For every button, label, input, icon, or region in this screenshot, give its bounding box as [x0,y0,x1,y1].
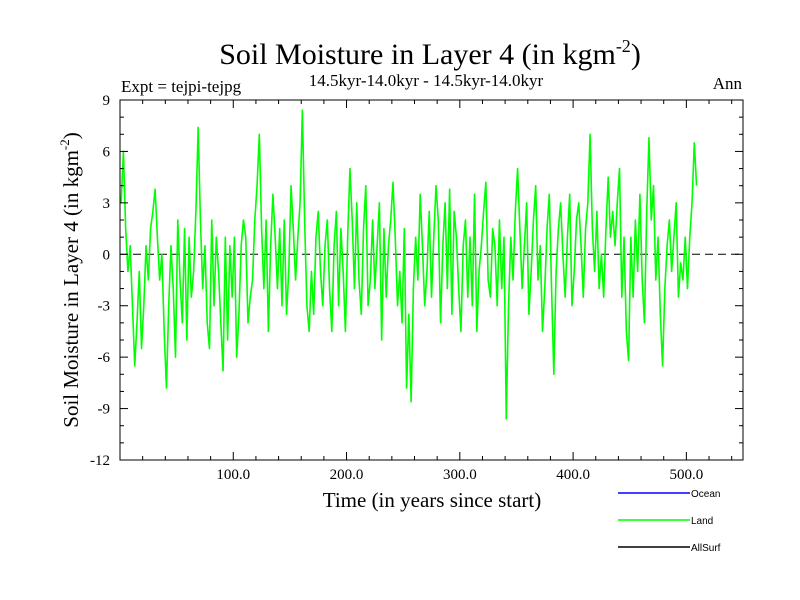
legend-label-allsurf: AllSurf [691,543,721,554]
y-axis-label: Soil Moisture in Layer 4 (in kgm-2) [57,132,83,427]
y-tick-label: 6 [103,144,111,160]
series-line-land [120,109,698,420]
x-tick-label: 400.0 [556,467,590,483]
y-tick-label: -9 [98,402,111,418]
x-tick-label: 100.0 [216,467,250,483]
y-tick-label: 0 [103,247,111,263]
y-axis-label-close: ) [59,132,83,139]
y-axis-label-sup: -2 [57,139,72,150]
y-tick-label: -12 [90,453,110,469]
y-tick-label: -3 [98,299,111,315]
legend-label-ocean: Ocean [691,489,720,500]
subtitle: 14.5kyr-14.0kyr - 14.5kyr-14.0kyr [309,71,544,90]
period-label: Ann [713,74,743,93]
chart-title-main: Soil Moisture in Layer 4 (in kgm [219,38,616,71]
y-axis-label-main: Soil Moisture in Layer 4 (in kgm [59,150,83,428]
plot-frame [119,99,744,461]
y-tick-label: 3 [103,196,111,212]
x-tick-label: 200.0 [330,467,364,483]
chart-title-close: ) [631,38,641,71]
expt-label: Expt = tejpi-tejpg [121,77,242,96]
x-axis-label: Time (in years since start) [323,488,542,512]
y-tick-label: -6 [98,350,111,366]
svg-text:Soil Moisture in Layer 4 (in k: Soil Moisture in Layer 4 (in kgm-2) [57,132,83,427]
chart-title: Soil Moisture in Layer 4 (in kgm-2) [219,36,641,71]
chart-title-sup: -2 [616,36,631,56]
x-tick-label: 300.0 [443,467,477,483]
x-tick-label: 500.0 [669,467,703,483]
y-tick-label: 9 [103,93,111,109]
legend-label-land: Land [691,516,713,527]
